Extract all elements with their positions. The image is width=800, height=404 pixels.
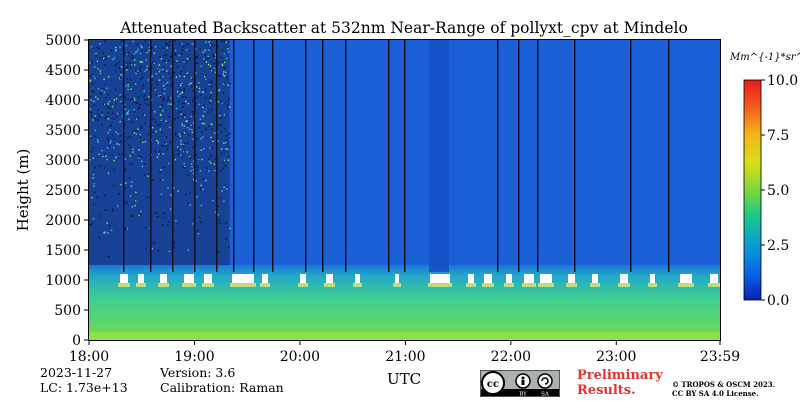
cloud-patch <box>680 274 692 283</box>
gap-line <box>233 40 235 272</box>
x-tick-label: 23:00 <box>596 349 636 365</box>
cloud-patch <box>430 274 450 283</box>
x-tick-label: 22:00 <box>491 349 531 365</box>
y-tick-label: 4000 <box>45 93 81 109</box>
y-tick-label: 1500 <box>45 243 81 259</box>
y-tick-label: 3000 <box>45 153 81 169</box>
svg-text:BY: BY <box>519 392 527 398</box>
cloud-patch <box>120 274 128 283</box>
cloud-patch <box>184 274 194 283</box>
cloud-patch <box>484 274 492 283</box>
cloud-patch <box>710 274 718 283</box>
copyright-notice: © TROPOS & OSCM 2023. CC BY SA 4.0 Licen… <box>672 380 797 398</box>
colorbar-tick-label: 2.5 <box>767 238 789 254</box>
surface-layer <box>89 332 720 340</box>
cloud-patch <box>300 274 306 283</box>
cloud-patch <box>395 274 399 283</box>
preliminary-line2: Results. <box>577 383 636 398</box>
gap-line <box>388 40 390 272</box>
cloud-patch <box>326 274 333 283</box>
gap-line <box>216 40 218 272</box>
y-tick-label: 3500 <box>45 123 81 139</box>
gap-line <box>272 40 274 272</box>
svg-text:cc: cc <box>487 379 499 390</box>
gap-line <box>630 40 632 272</box>
cloud-patch <box>524 274 534 283</box>
preliminary-notice: Preliminary Results. <box>577 368 677 398</box>
cloud-patch <box>592 274 598 283</box>
cloud-patch <box>355 274 360 283</box>
copyright-line2: CC BY SA 4.0 License. <box>672 389 759 398</box>
cloud-patch <box>650 274 655 283</box>
gap-line <box>322 40 324 272</box>
cloud-patch <box>468 274 474 283</box>
gap-band <box>429 40 449 272</box>
calibration-text: Calibration: Raman <box>160 380 284 395</box>
sa-icon <box>537 373 553 389</box>
preliminary-line1: Preliminary <box>577 368 663 383</box>
colorbar-tick-label: 0.0 <box>767 293 789 309</box>
gap-line <box>668 40 670 272</box>
gap-line <box>574 40 576 272</box>
x-axis: 18:00 19:00 20:00 21:00 22:00 23:00 23:59 <box>69 340 740 365</box>
y-tick-label: 1000 <box>45 273 81 289</box>
x-tick-label: 18:00 <box>69 349 109 365</box>
gap-line <box>497 40 499 272</box>
heatmap-area <box>89 40 720 340</box>
svg-text:SA: SA <box>541 392 550 398</box>
chart-title: Attenuated Backscatter at 532nm Near-Ran… <box>119 19 688 37</box>
y-tick-label: 5000 <box>45 33 81 49</box>
y-tick-label: 0 <box>72 333 81 349</box>
y-tick-label: 2000 <box>45 213 81 229</box>
gap-line <box>305 40 307 272</box>
x-tick-label: 21:00 <box>385 349 425 365</box>
cloud-tops <box>118 274 720 287</box>
gap-line <box>150 40 152 272</box>
gap-line <box>404 40 406 272</box>
y-axis: 0 500 1000 1500 2000 2500 3000 3500 4000 4500 5000 <box>45 33 89 349</box>
cloud-patch <box>620 274 628 283</box>
gap-line <box>172 40 174 272</box>
gap-line <box>537 40 539 272</box>
cloud-patch <box>262 274 268 283</box>
x-tick-label: 23:59 <box>700 349 740 365</box>
cloud-patch <box>138 274 144 283</box>
copyright-line1: © TROPOS & OSCM 2023. <box>672 380 776 389</box>
colorbar-unit: Mm^{-1}*sr^{-1} <box>729 52 800 63</box>
sunset-noise-region <box>89 40 231 265</box>
colorbar-tick-label: 10.0 <box>767 73 798 89</box>
cloud-patch <box>540 274 552 283</box>
cloud-patch <box>232 274 254 283</box>
version-text: Version: 3.6 <box>160 365 236 380</box>
gap-line <box>253 40 255 272</box>
cloud-patch <box>506 274 512 283</box>
colorbar-tick-label: 5.0 <box>767 183 789 199</box>
gap-line <box>194 40 196 272</box>
x-tick-label: 20:00 <box>280 349 320 365</box>
cc-license-badge: cc BY SA <box>480 370 560 397</box>
y-axis-label: Height (m) <box>14 149 32 232</box>
x-axis-label: UTC <box>387 370 421 388</box>
colorbar <box>743 79 762 301</box>
data-gaps <box>123 40 670 272</box>
y-tick-label: 500 <box>54 303 81 319</box>
cloud-patch <box>204 274 212 283</box>
lidar-constant: LC: 1.73e+13 <box>40 380 128 395</box>
y-tick-label: 4500 <box>45 63 81 79</box>
colorbar-ticks: 0.0 2.5 5.0 7.5 10.0 <box>761 73 798 309</box>
noise-shade <box>89 40 230 265</box>
x-tick-label: 19:00 <box>174 349 214 365</box>
gap-line <box>345 40 347 272</box>
aerosol-layer <box>89 265 720 340</box>
y-tick-label: 2500 <box>45 183 81 199</box>
measurement-date: 2023-11-27 <box>40 365 113 380</box>
gap-line <box>123 40 125 272</box>
colorbar-tick-label: 7.5 <box>767 128 789 144</box>
cloud-patch <box>160 274 167 283</box>
cc-icon <box>481 371 505 395</box>
cloud-patch <box>568 274 575 283</box>
gap-line <box>518 40 520 272</box>
